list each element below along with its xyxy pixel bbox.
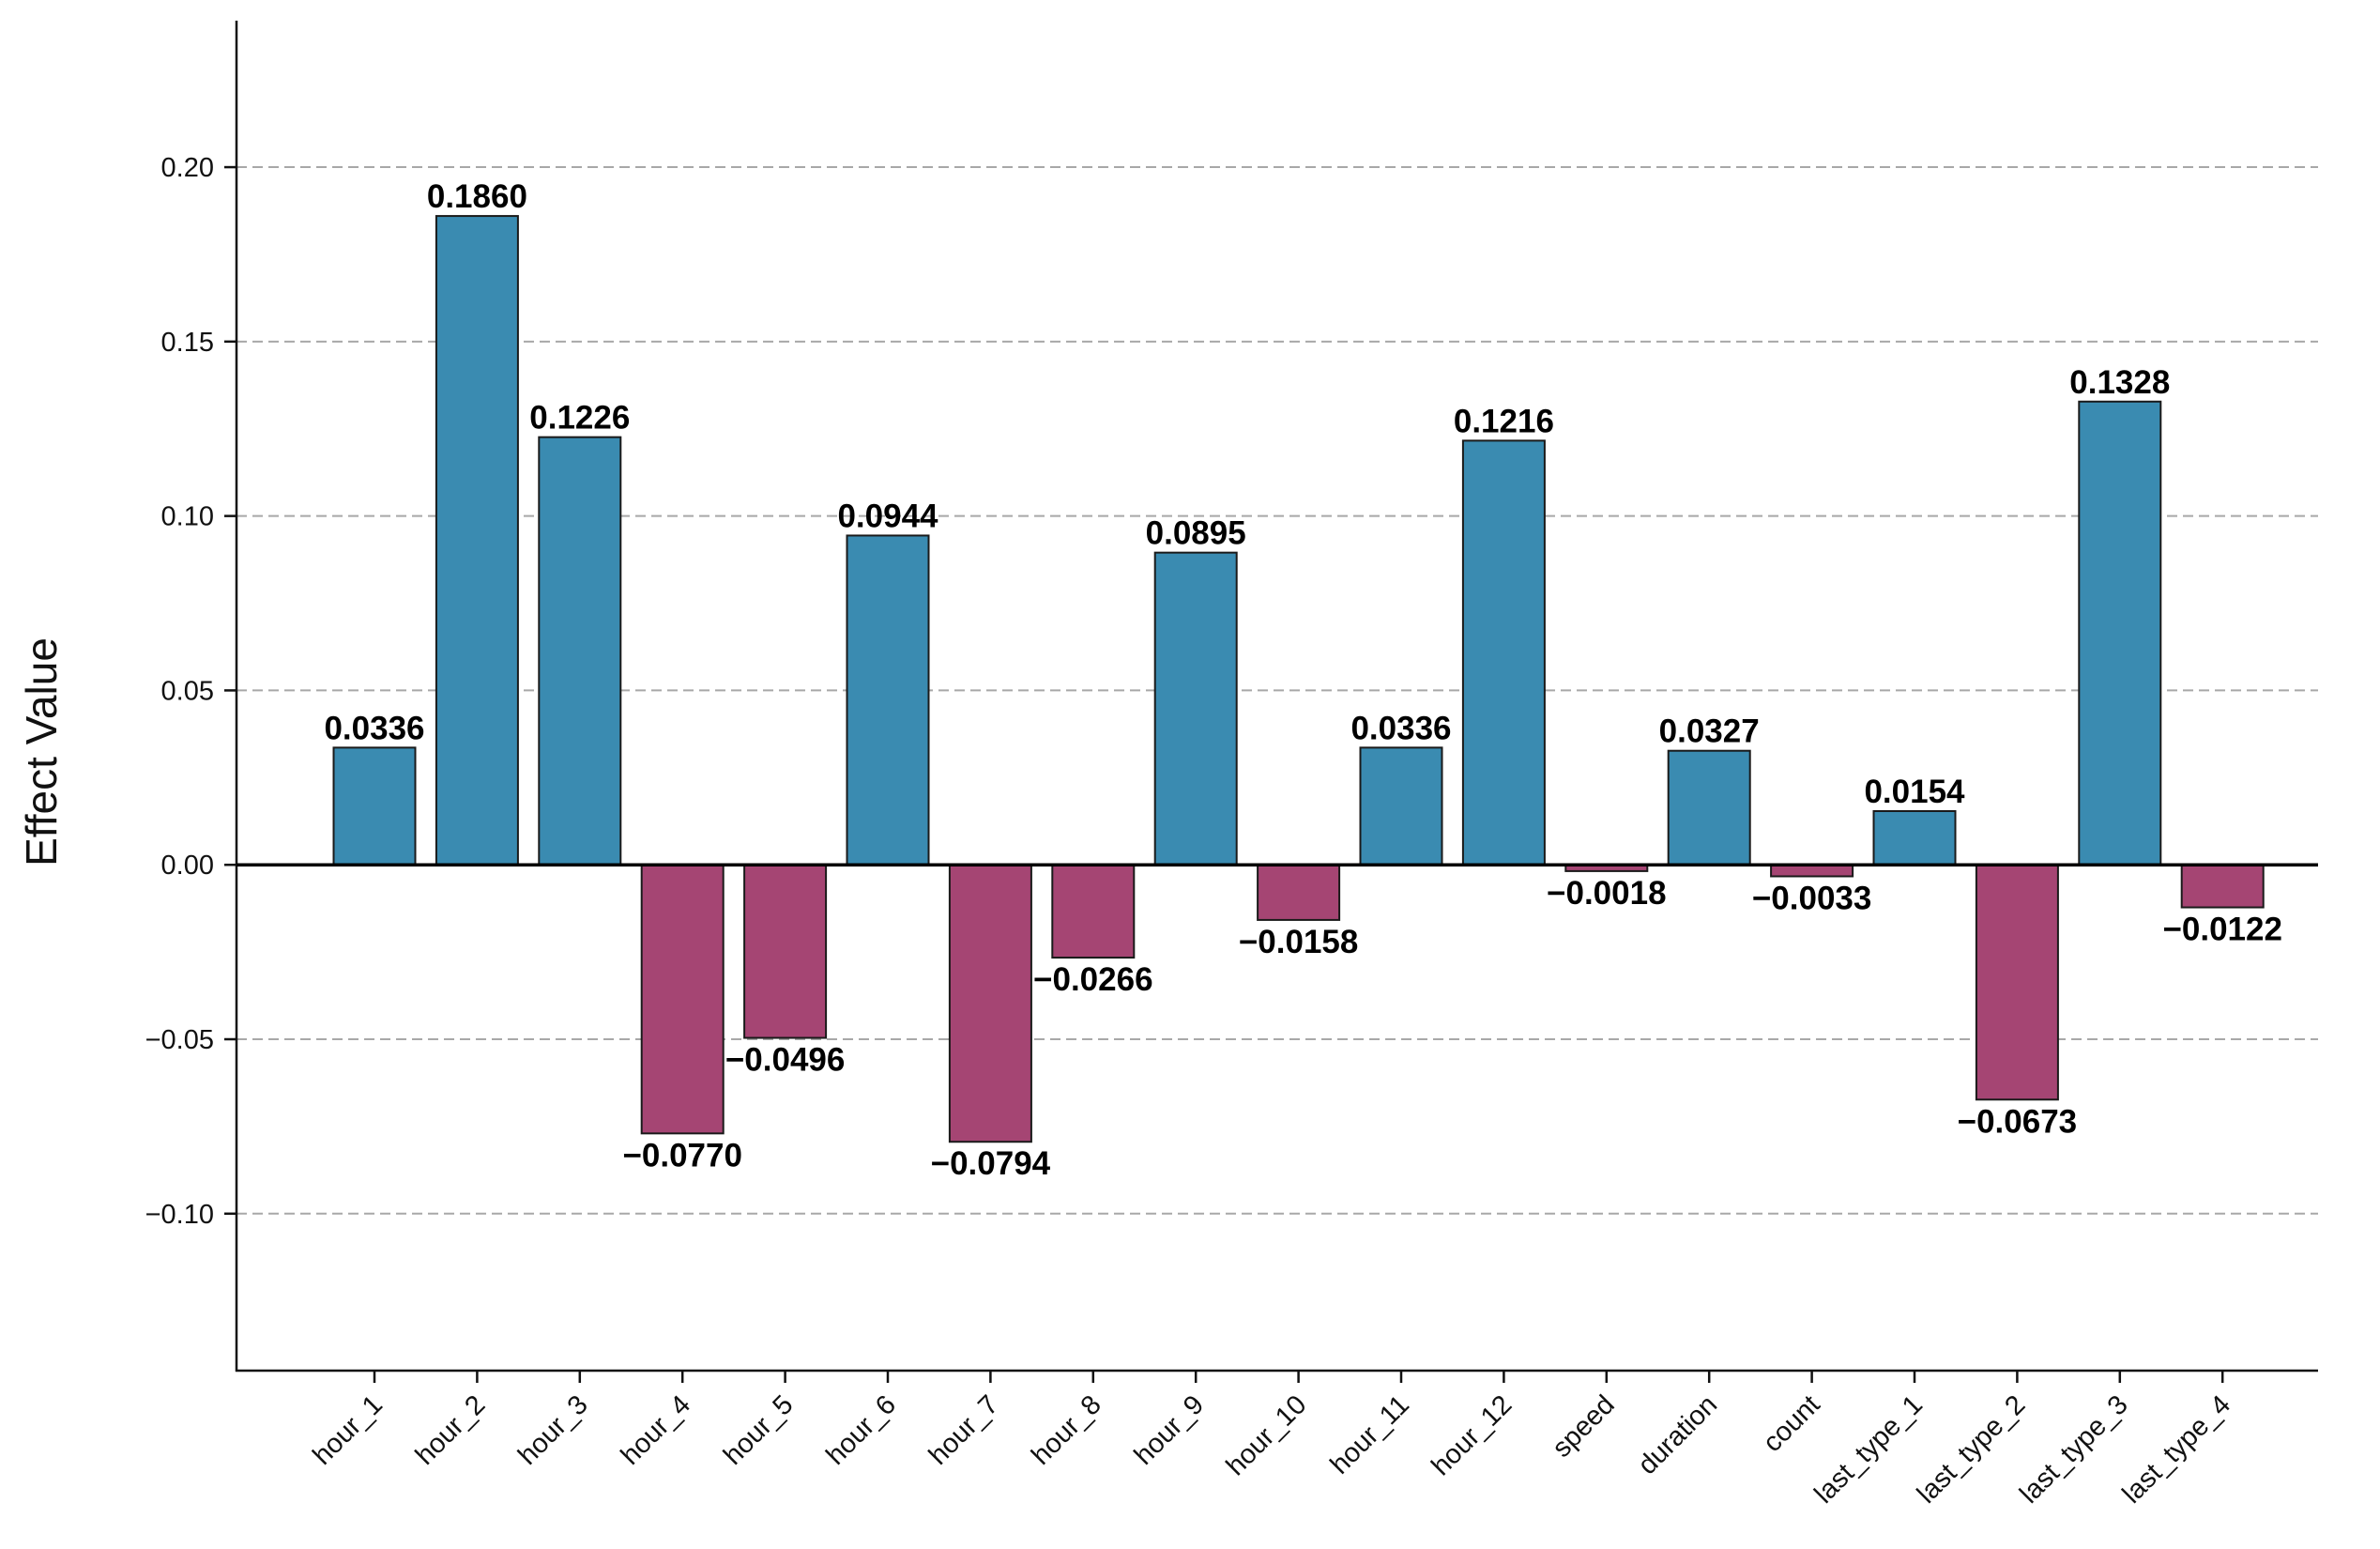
x-tick-label: hour_1 — [307, 1389, 388, 1470]
x-tick-label: duration — [1632, 1389, 1723, 1480]
y-tick-label: −0.10 — [145, 1200, 214, 1230]
x-tick-label: hour_5 — [718, 1389, 799, 1470]
bar-hour_11 — [1359, 746, 1443, 867]
value-label: −0.0122 — [2162, 912, 2282, 948]
y-tick-label: 0.15 — [161, 328, 214, 358]
value-label: 0.1860 — [427, 178, 527, 215]
bar-hour_8 — [1051, 864, 1136, 959]
bar-last_type_2 — [1975, 864, 2059, 1101]
value-label: −0.0266 — [1033, 961, 1153, 998]
bar-hour_12 — [1461, 439, 1546, 867]
bar-last_type_3 — [2078, 400, 2162, 867]
value-label: 0.0336 — [1350, 710, 1451, 746]
x-tick-label: last_type_2 — [1912, 1389, 2032, 1510]
x-tick-label: hour_3 — [512, 1389, 593, 1470]
value-label: 0.0944 — [837, 498, 938, 534]
x-tick-label: hour_11 — [1325, 1389, 1415, 1480]
x-tick-label: hour_9 — [1129, 1389, 1210, 1470]
bar-hour_1 — [332, 746, 417, 867]
bar-hour_10 — [1257, 864, 1341, 921]
value-label: −0.0770 — [622, 1137, 742, 1173]
bar-hour_2 — [435, 215, 519, 867]
bar-hour_9 — [1153, 551, 1238, 867]
bar-count — [1770, 864, 1854, 878]
value-label: 0.1216 — [1454, 403, 1554, 439]
x-tick-label: hour_10 — [1221, 1389, 1313, 1481]
value-label: −0.0158 — [1239, 924, 1359, 960]
y-tick-label: 0.20 — [161, 153, 214, 183]
x-tick-label: last_type_3 — [2014, 1389, 2134, 1510]
bar-hour_5 — [743, 864, 828, 1039]
x-tick-label: last_type_4 — [2117, 1389, 2237, 1510]
value-label: 0.0154 — [1864, 774, 1965, 810]
x-tick-label: last_type_1 — [1808, 1389, 1929, 1510]
bar-duration — [1667, 749, 1751, 867]
value-label: −0.0794 — [931, 1145, 1051, 1182]
value-label: −0.0496 — [725, 1042, 846, 1079]
x-tick-label: hour_4 — [616, 1389, 696, 1470]
bar-last_type_4 — [2180, 864, 2265, 909]
bar-hour_6 — [846, 534, 930, 867]
y-tick-label: 0.10 — [161, 502, 214, 532]
x-tick-label: hour_6 — [820, 1389, 901, 1470]
value-labels: 0.0336 0.1860 0.1226 −0.0770 −0.0496 0.0944 −0… — [324, 178, 2281, 1182]
axes — [235, 21, 2318, 1373]
y-tick-label: 0.05 — [161, 676, 214, 706]
bars — [332, 215, 2265, 1143]
value-label: −0.0033 — [1752, 880, 1872, 916]
value-label: 0.1328 — [2069, 364, 2170, 401]
value-label: 0.0327 — [1659, 713, 1760, 750]
value-label: −0.0673 — [1958, 1103, 2078, 1140]
bar-hour_3 — [538, 436, 622, 867]
x-tick-label: hour_2 — [410, 1389, 491, 1470]
bar-hour_7 — [948, 864, 1032, 1143]
value-label: −0.0018 — [1547, 875, 1667, 912]
x-tick-label: hour_8 — [1026, 1389, 1106, 1470]
value-label: 0.1226 — [529, 400, 630, 437]
y-tick-label: −0.05 — [145, 1025, 214, 1055]
value-label: 0.0336 — [324, 710, 424, 746]
x-tick-label: count — [1758, 1389, 1826, 1458]
x-tick-label: hour_12 — [1426, 1389, 1518, 1481]
y-axis-title: Effect Value — [17, 637, 66, 867]
bar-last_type_1 — [1872, 809, 1957, 867]
value-label: 0.0895 — [1146, 515, 1246, 552]
y-ticks: −0.10 −0.05 0.00 0.05 0.10 0.15 0.20 — [145, 153, 236, 1230]
bar-hour_4 — [640, 864, 725, 1135]
x-tick-label: speed — [1547, 1389, 1620, 1463]
x-ticks: hour_1 hour_2 hour_3 hour_4 hour_5 hour_6 hour… — [307, 1371, 2236, 1510]
y-tick-label: 0.00 — [161, 851, 214, 881]
gridlines — [236, 166, 2318, 1215]
x-tick-label: hour_7 — [923, 1389, 1004, 1470]
